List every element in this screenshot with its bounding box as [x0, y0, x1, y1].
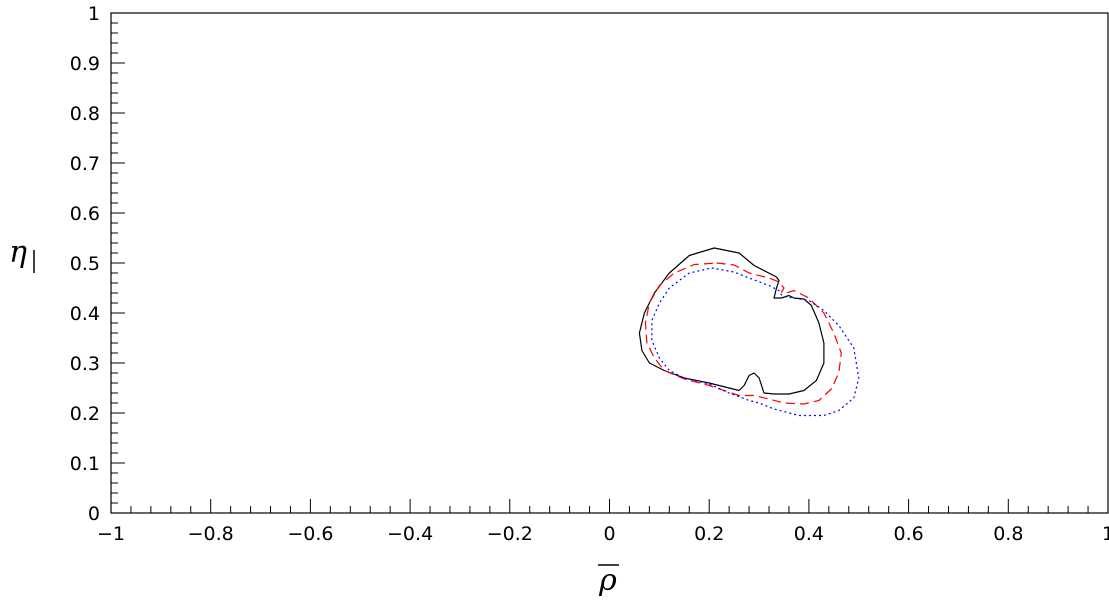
- x-tick-label: −0.6: [287, 523, 333, 545]
- x-tick-label: −0.8: [188, 523, 234, 545]
- plot-border: [110, 12, 1109, 514]
- contour-series: [638, 247, 860, 417]
- x-tick-label: 1: [1102, 523, 1109, 545]
- x-tick-label: 0: [603, 523, 615, 545]
- y-tick-label: 0.3: [70, 353, 100, 375]
- y-tick-label: 0.6: [70, 203, 100, 225]
- y-tick-label: 0: [88, 503, 100, 525]
- y-tick-label: 0.4: [70, 303, 100, 325]
- series-line-3: [651, 267, 860, 417]
- x-tick-label: −0.4: [387, 523, 433, 545]
- y-tick-label: 1: [88, 3, 100, 25]
- y-tick-label: 0.5: [70, 253, 100, 275]
- x-tick-label: 0.8: [993, 523, 1023, 545]
- x-tick-label: −1: [97, 523, 125, 545]
- y-tick-label: 0.1: [70, 453, 100, 475]
- axis-ticks: [110, 12, 1109, 514]
- series-line-1: [638, 247, 825, 395]
- series-line-2: [644, 262, 842, 405]
- plot-frame: [110, 12, 1109, 514]
- x-tick-label: 0.6: [893, 523, 923, 545]
- y-tick-label: 0.2: [70, 403, 100, 425]
- x-tick-label: −0.2: [487, 523, 533, 545]
- x-tick-label: 0.2: [694, 523, 724, 545]
- y-tick-label: 0.8: [70, 103, 100, 125]
- y-axis-label: η: [9, 235, 27, 270]
- tick-labels: −1 −0.8 −0.6 −0.4 −0.2 0 0.2 0.4 0.6 0.8 1 0 0.1 0.2 0…: [70, 3, 1109, 545]
- x-tick-label: 0.4: [794, 523, 824, 545]
- y-tick-label: 0.7: [70, 153, 100, 175]
- x-axis-label: ρ: [598, 563, 617, 598]
- y-tick-label: 0.9: [70, 53, 100, 75]
